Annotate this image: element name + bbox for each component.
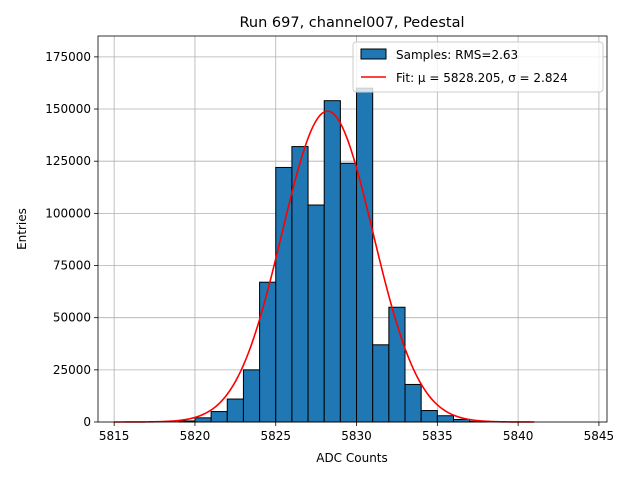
x-tick-label: 5840	[503, 429, 534, 443]
y-tick-label: 0	[83, 415, 91, 429]
y-tick-label: 125000	[45, 154, 91, 168]
histogram-bar	[291, 146, 309, 423]
y-tick-label: 175000	[45, 50, 91, 64]
y-tick-label: 100000	[45, 206, 91, 220]
x-axis: 5815 5820 5825 5830 5835 5840 5845	[99, 422, 614, 443]
histogram-bar	[242, 369, 261, 423]
histogram-bar	[226, 398, 244, 423]
x-tick-label: 5825	[260, 429, 291, 443]
chart-title: Run 697, channel007, Pedestal	[239, 15, 464, 31]
legend-box	[352, 41, 604, 93]
x-tick-label: 5835	[422, 429, 453, 443]
histogram-bar	[404, 383, 422, 423]
x-tick-label: 5845	[584, 429, 615, 443]
y-tick-label: 75000	[53, 259, 91, 273]
legend-histogram-label: Samples: RMS=2.63	[396, 48, 518, 62]
histogram-bar	[210, 411, 228, 423]
histogram-bar	[436, 415, 454, 423]
y-tick-label: 25000	[53, 363, 91, 377]
histogram-bar	[323, 100, 341, 423]
histogram-bar	[307, 204, 325, 423]
histogram-bar	[194, 417, 212, 423]
y-axis-title: Entries	[15, 208, 29, 250]
legend-fit-label: Fit: μ = 5828.205, σ = 2.824	[396, 71, 568, 85]
y-axis: 0 25000 50000 75000 100000 125000 150000 175000	[45, 50, 98, 429]
histogram-bar	[356, 87, 374, 423]
histogram-bar	[372, 344, 390, 423]
fit-curve	[114, 110, 535, 423]
legend: Samples: RMS=2.63 Fit: μ = 5828.205, σ =…	[352, 41, 604, 93]
y-tick-label: 150000	[45, 102, 91, 116]
legend-histogram-swatch	[360, 48, 387, 60]
y-tick-label: 50000	[53, 311, 91, 325]
plot-frame	[97, 35, 608, 423]
x-tick-label: 5830	[341, 429, 372, 443]
x-tick-label: 5820	[180, 429, 211, 443]
x-axis-title: ADC Counts	[316, 451, 388, 465]
histogram-bar	[339, 162, 358, 423]
histogram-bar	[420, 410, 438, 423]
x-tick-label: 5815	[99, 429, 130, 443]
histogram-bar	[259, 281, 277, 423]
fit-curve-group	[114, 110, 535, 423]
